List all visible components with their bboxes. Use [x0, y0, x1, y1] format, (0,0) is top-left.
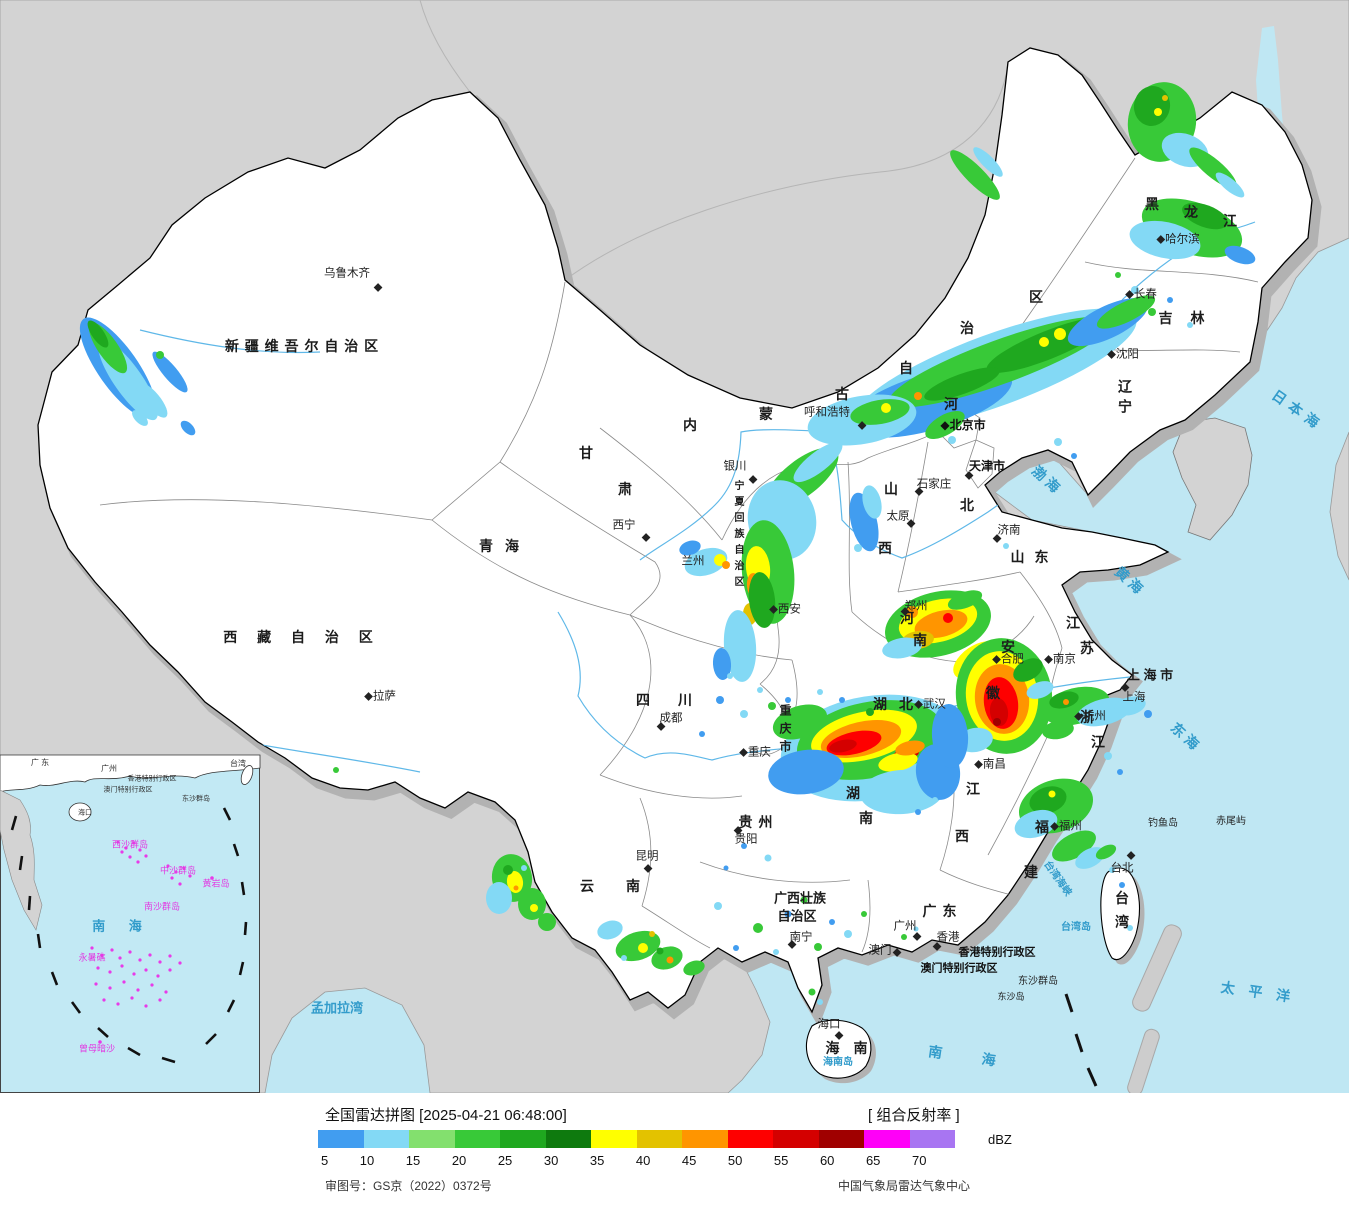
echo-jiangsu-zhejiang — [1042, 686, 1152, 775]
legend-color-50 — [727, 1130, 773, 1148]
legend-tick: 60 — [819, 1153, 835, 1168]
map-canvas — [0, 0, 1349, 1093]
echo-northwest-xinjiang — [79, 317, 196, 436]
legend-panel: 全国雷达拼图 [2025-04-21 06:48:00] [ 组合反射率 ] d… — [0, 1093, 1349, 1208]
legend-color-65 — [864, 1130, 910, 1148]
legend-color-35 — [591, 1130, 637, 1148]
legend-color-25 — [500, 1130, 546, 1148]
map-title: 全国雷达拼图 [2025-04-21 06:48:00] — [325, 1107, 567, 1124]
echo-northeast — [1115, 82, 1256, 328]
unit-label: dBZ — [988, 1132, 1012, 1147]
echo-inner-mongolia-hebei-band — [807, 147, 1156, 446]
legend-tick: 55 — [773, 1153, 789, 1168]
legend-tick: 20 — [451, 1153, 467, 1168]
inset-map — [0, 754, 261, 1093]
legend-color-70 — [909, 1130, 955, 1148]
foreign-borders — [419, 0, 1009, 281]
color-scale-ticks: 5 10 15 20 25 30 35 40 45 50 55 60 65 70 — [318, 1153, 955, 1168]
inset-islands — [90, 840, 214, 1044]
taiwan-island — [1100, 867, 1145, 965]
japan-coast — [1329, 431, 1349, 581]
legend-tick: 65 — [865, 1153, 881, 1168]
color-scale — [318, 1130, 955, 1148]
legend-color-10 — [363, 1130, 409, 1148]
approval-number: 审图号：GS京（2022）0372号 — [325, 1179, 492, 1193]
echo-jiangxi-fujian — [1014, 778, 1125, 888]
legend-tick: 25 — [497, 1153, 513, 1168]
echo-anhui — [955, 638, 1054, 754]
legend-tick: 10 — [359, 1153, 375, 1168]
china-radar-map: 新 疆 维 吾 尔 自 治 区西 藏 自 治 区青 海甘肃内蒙古自治区黑龙江吉 … — [0, 0, 1349, 1093]
credit: 中国气象局雷达气象中心 — [838, 1179, 971, 1193]
legend-color-5 — [318, 1130, 364, 1148]
china-mainland — [37, 47, 1313, 1014]
legend-tick: 50 — [727, 1153, 743, 1168]
echo-yunnan-south — [597, 920, 705, 976]
luzon-island — [1132, 924, 1182, 1012]
product-name: [ 组合反射率 ] — [868, 1107, 960, 1124]
inset-nine-dash — [10, 807, 248, 1064]
legend-tick: 5 — [321, 1153, 329, 1168]
legend-tick: 15 — [405, 1153, 421, 1168]
hainan-island — [805, 1019, 876, 1084]
nine-dash-line — [1064, 993, 1098, 1087]
legend-color-60 — [818, 1130, 864, 1148]
island-strip — [1127, 1028, 1160, 1093]
legend-color-30 — [545, 1130, 591, 1148]
legend-color-15 — [409, 1130, 455, 1148]
legend-tick: 40 — [635, 1153, 651, 1168]
legend-color-45 — [682, 1130, 728, 1148]
korea-peninsula — [1172, 417, 1253, 541]
radar-echoes — [79, 82, 1256, 1005]
legend-tick: 30 — [543, 1153, 559, 1168]
echo-scatter-misc — [333, 438, 1077, 773]
echo-yunnan-west — [486, 854, 556, 931]
legend-tick: 45 — [681, 1153, 697, 1168]
echo-scatter-south — [714, 843, 1133, 1005]
legend-color-55 — [773, 1130, 819, 1148]
echo-hubei-hunan — [768, 689, 969, 815]
legend-tick: 70 — [911, 1153, 927, 1168]
legend-color-20 — [454, 1130, 500, 1148]
legend-tick: 35 — [589, 1153, 605, 1168]
echo-shaanxi-gansu-band — [679, 441, 882, 682]
legend-color-40 — [636, 1130, 682, 1148]
